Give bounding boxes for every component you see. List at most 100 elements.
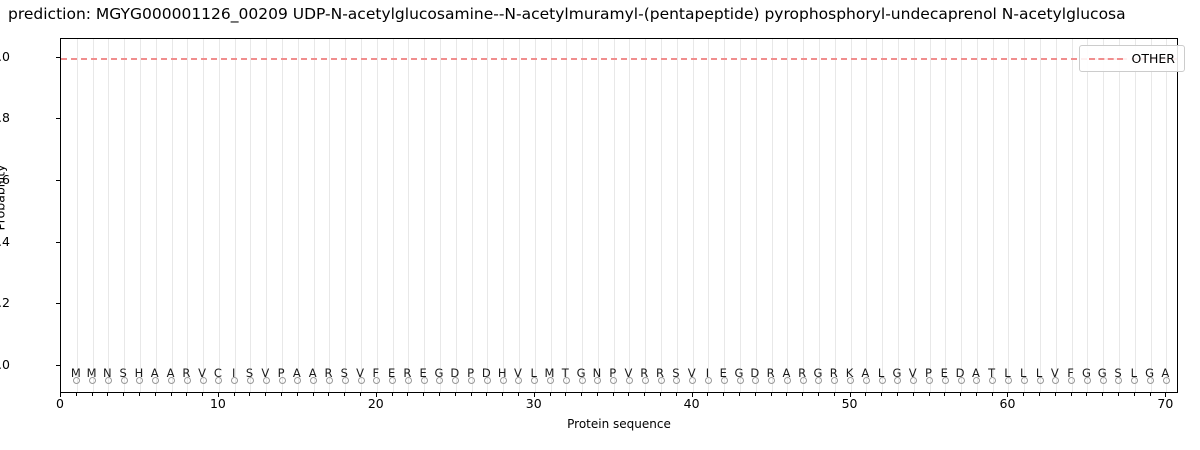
residue-letter: N — [103, 366, 112, 380]
gridline — [929, 39, 931, 392]
x-tick-label: 70 — [1157, 396, 1174, 411]
residue-marker — [847, 376, 855, 384]
x-tick-minor — [1133, 393, 1135, 396]
residue-letter: V — [1050, 366, 1059, 380]
gridline — [676, 39, 678, 392]
gridline — [139, 39, 141, 392]
x-tick-minor — [991, 393, 993, 396]
x-tick-minor — [660, 393, 662, 396]
residue-letter: G — [892, 366, 902, 380]
x-tick-minor — [281, 393, 283, 396]
x-tick-minor — [265, 393, 267, 396]
gridline — [582, 39, 584, 392]
residue-letter: A — [782, 366, 791, 380]
x-tick-minor — [833, 393, 835, 396]
x-tick-minor — [549, 393, 551, 396]
x-tick-minor — [770, 393, 772, 396]
x-tick-minor — [517, 393, 519, 396]
residue-letter: R — [182, 366, 191, 380]
x-tick-minor — [328, 393, 330, 396]
x-tick-minor — [91, 393, 93, 396]
x-tick-minor — [881, 393, 883, 396]
residue-letter: G — [434, 366, 444, 380]
gridline — [882, 39, 884, 392]
x-tick-minor — [470, 393, 472, 396]
legend[interactable]: OTHER — [1078, 45, 1185, 72]
gridline — [834, 39, 836, 392]
residue-marker — [373, 376, 381, 384]
residue-marker — [104, 376, 112, 384]
residue-marker — [815, 376, 823, 384]
residue-marker — [357, 376, 365, 384]
y-tick-label: 0.0 — [0, 357, 10, 373]
residue-letter: V — [198, 366, 207, 380]
x-tick-minor — [233, 393, 235, 396]
residue-letter: R — [656, 366, 665, 380]
residue-marker — [199, 376, 207, 384]
residue-letter: V — [687, 366, 696, 380]
residue-letter: H — [134, 366, 144, 380]
residue-marker — [689, 376, 697, 384]
y-tick-label: 0.6 — [0, 172, 10, 187]
residue-letter: L — [530, 366, 537, 380]
residue-marker — [168, 376, 176, 384]
residue-letter: E — [940, 366, 948, 380]
residue-letter: K — [845, 366, 854, 380]
x-tick-minor — [360, 393, 362, 396]
x-tick-minor — [944, 393, 946, 396]
residue-marker — [436, 376, 444, 384]
x-tick-minor — [1070, 393, 1072, 396]
residue-letter: A — [861, 366, 870, 380]
residue-letter: A — [292, 366, 301, 380]
legend-label-other: OTHER — [1131, 51, 1175, 66]
x-tick-minor — [170, 393, 172, 396]
gridline — [597, 39, 599, 392]
x-tick-minor — [1086, 393, 1088, 396]
gridline — [945, 39, 947, 392]
gridline — [708, 39, 710, 392]
residue-marker — [1131, 376, 1139, 384]
residue-letter: M — [70, 366, 81, 380]
residue-letter: P — [925, 366, 932, 380]
residue-marker — [1147, 376, 1155, 384]
gridline — [613, 39, 615, 392]
residue-letter: I — [231, 366, 236, 380]
gridline — [424, 39, 426, 392]
x-tick-minor — [565, 393, 567, 396]
gridline — [92, 39, 94, 392]
residue-letter: M — [86, 366, 97, 380]
residue-marker — [1004, 376, 1012, 384]
x-tick-label: 60 — [999, 396, 1016, 411]
residue-letter: G — [1145, 366, 1155, 380]
residue-letter: R — [766, 366, 775, 380]
residue-letter: L — [877, 366, 885, 380]
residue-letter: R — [829, 366, 838, 380]
residue-marker — [720, 376, 728, 384]
x-tick-minor — [502, 393, 504, 396]
residue-marker — [752, 376, 760, 384]
residue-marker — [1099, 376, 1107, 384]
residue-marker — [878, 376, 886, 384]
x-tick-minor — [154, 393, 156, 396]
residue-marker — [531, 376, 539, 384]
residue-marker — [831, 376, 839, 384]
x-tick-mark — [849, 393, 851, 397]
gridline — [740, 39, 741, 392]
gridline — [550, 39, 552, 392]
residue-marker — [325, 376, 333, 384]
residue-letter: R — [324, 366, 333, 380]
residue-marker — [768, 376, 776, 384]
x-tick-minor — [644, 393, 646, 396]
plot-area — [60, 38, 1178, 393]
gridline — [992, 39, 994, 392]
residue-marker — [562, 376, 570, 384]
gridline — [850, 39, 852, 392]
residue-marker — [183, 376, 191, 384]
residue-letter: A — [1161, 366, 1170, 380]
gridline — [645, 39, 647, 392]
residue-marker — [1020, 376, 1028, 384]
gridline — [266, 39, 268, 392]
gridline — [124, 39, 126, 392]
legend-swatch-other — [1088, 57, 1123, 60]
